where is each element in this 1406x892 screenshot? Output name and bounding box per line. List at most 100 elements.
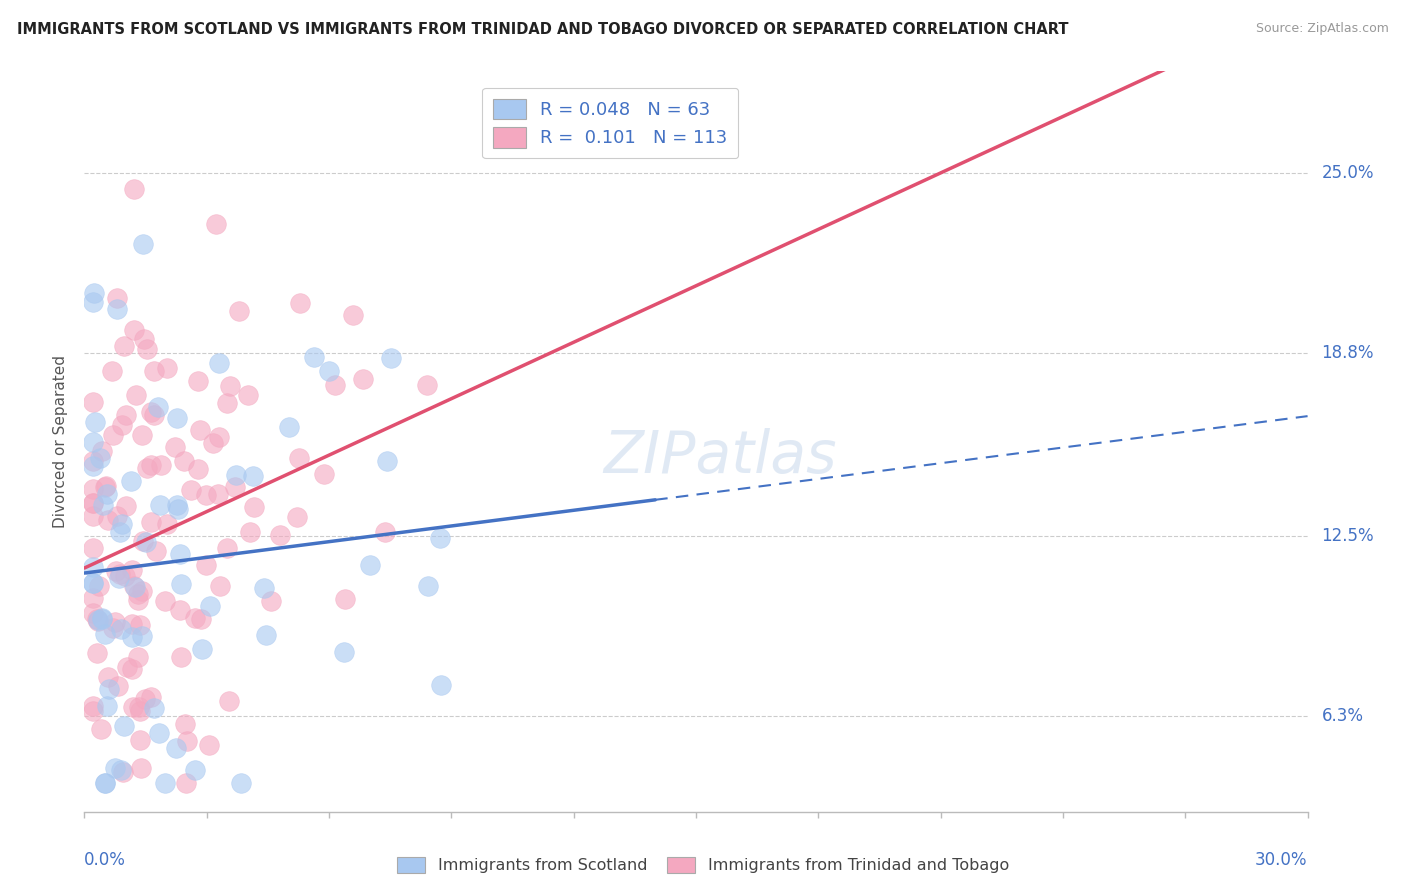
- Point: [120, 474, 142, 488]
- Point: [94, 479, 117, 493]
- Point: [82, 606, 104, 620]
- Point: [90, 722, 112, 736]
- Point: [121, 616, 143, 631]
- Point: [194, 487, 217, 501]
- Point: [122, 579, 145, 593]
- Point: [359, 558, 381, 572]
- Point: [236, 388, 259, 402]
- Point: [224, 480, 246, 494]
- Point: [166, 411, 188, 425]
- Point: [288, 296, 311, 310]
- Point: [145, 544, 167, 558]
- Point: [124, 323, 146, 337]
- Point: [89, 450, 111, 465]
- Point: [94, 775, 117, 789]
- Text: 6.3%: 6.3%: [1322, 706, 1364, 725]
- Point: [82, 483, 104, 497]
- Point: [153, 594, 176, 608]
- Point: [188, 423, 211, 437]
- Point: [83, 416, 105, 430]
- Point: [131, 584, 153, 599]
- Point: [153, 775, 176, 789]
- Point: [173, 453, 195, 467]
- Point: [163, 440, 186, 454]
- Point: [190, 612, 212, 626]
- Point: [107, 679, 129, 693]
- Point: [201, 436, 224, 450]
- Point: [156, 361, 179, 376]
- Point: [139, 690, 162, 705]
- Point: [132, 332, 155, 346]
- Point: [86, 646, 108, 660]
- Point: [110, 763, 132, 777]
- Point: [83, 285, 105, 300]
- Point: [82, 394, 104, 409]
- Point: [143, 364, 166, 378]
- Point: [169, 548, 191, 562]
- Point: [82, 699, 104, 714]
- Point: [174, 716, 197, 731]
- Point: [114, 569, 136, 583]
- Text: 30.0%: 30.0%: [1256, 851, 1308, 869]
- Point: [129, 705, 152, 719]
- Point: [112, 764, 135, 779]
- Point: [142, 408, 165, 422]
- Point: [94, 775, 117, 789]
- Point: [207, 487, 229, 501]
- Point: [82, 495, 104, 509]
- Point: [135, 461, 157, 475]
- Point: [187, 462, 209, 476]
- Point: [218, 694, 240, 708]
- Point: [149, 498, 172, 512]
- Point: [107, 291, 129, 305]
- Text: IMMIGRANTS FROM SCOTLAND VS IMMIGRANTS FROM TRINIDAD AND TOBAGO DIVORCED OR SEPA: IMMIGRANTS FROM SCOTLAND VS IMMIGRANTS F…: [17, 22, 1069, 37]
- Point: [253, 582, 276, 596]
- Point: [208, 430, 231, 444]
- Point: [170, 577, 193, 591]
- Point: [176, 775, 198, 789]
- Point: [219, 379, 242, 393]
- Point: [225, 468, 247, 483]
- Point: [122, 700, 145, 714]
- Point: [127, 592, 149, 607]
- Text: Source: ZipAtlas.com: Source: ZipAtlas.com: [1256, 22, 1389, 36]
- Point: [82, 591, 104, 605]
- Point: [325, 378, 347, 392]
- Point: [302, 350, 325, 364]
- Point: [82, 496, 104, 510]
- Point: [198, 738, 221, 752]
- Point: [82, 560, 104, 574]
- Point: [82, 454, 104, 468]
- Point: [97, 513, 120, 527]
- Point: [107, 508, 129, 523]
- Point: [184, 611, 207, 625]
- Point: [318, 364, 340, 378]
- Point: [132, 237, 155, 252]
- Point: [90, 612, 112, 626]
- Legend: Immigrants from Scotland, Immigrants from Trinidad and Tobago: Immigrants from Scotland, Immigrants fro…: [389, 850, 1017, 880]
- Point: [101, 364, 124, 378]
- Point: [256, 628, 278, 642]
- Point: [86, 614, 108, 628]
- Point: [110, 622, 132, 636]
- Point: [167, 501, 190, 516]
- Legend: R = 0.048   N = 63, R =  0.101   N = 113: R = 0.048 N = 63, R = 0.101 N = 113: [482, 87, 738, 159]
- Point: [143, 700, 166, 714]
- Point: [131, 629, 153, 643]
- Text: 18.8%: 18.8%: [1322, 344, 1374, 362]
- Point: [198, 599, 221, 614]
- Point: [148, 726, 170, 740]
- Point: [429, 531, 451, 545]
- Point: [111, 517, 134, 532]
- Point: [139, 516, 162, 530]
- Point: [94, 626, 117, 640]
- Point: [135, 534, 157, 549]
- Point: [104, 615, 127, 629]
- Point: [86, 613, 108, 627]
- Point: [87, 578, 110, 592]
- Point: [93, 499, 115, 513]
- Point: [278, 419, 301, 434]
- Point: [342, 308, 364, 322]
- Point: [131, 534, 153, 549]
- Point: [122, 182, 145, 196]
